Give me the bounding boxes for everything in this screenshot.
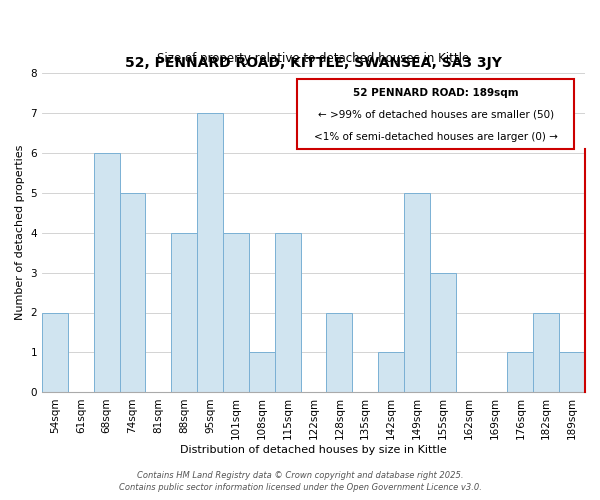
Bar <box>249 352 275 393</box>
Y-axis label: Number of detached properties: Number of detached properties <box>15 145 25 320</box>
Bar <box>119 192 145 392</box>
Text: Contains HM Land Registry data © Crown copyright and database right 2025.
Contai: Contains HM Land Registry data © Crown c… <box>119 471 481 492</box>
Bar <box>378 352 404 393</box>
Bar <box>42 312 68 392</box>
Text: Size of property relative to detached houses in Kittle: Size of property relative to detached ho… <box>157 52 470 64</box>
Bar <box>172 232 197 392</box>
Bar <box>197 112 223 392</box>
Title: 52, PENNARD ROAD, KITTLE, SWANSEA, SA3 3JY: 52, PENNARD ROAD, KITTLE, SWANSEA, SA3 3… <box>125 56 502 70</box>
Bar <box>94 152 119 392</box>
Text: <1% of semi-detached houses are larger (0) →: <1% of semi-detached houses are larger (… <box>314 132 557 141</box>
Bar <box>559 352 585 393</box>
Bar <box>223 232 249 392</box>
Bar <box>508 352 533 393</box>
Bar <box>533 312 559 392</box>
Bar <box>430 272 456 392</box>
Text: ← >99% of detached houses are smaller (50): ← >99% of detached houses are smaller (5… <box>317 109 554 119</box>
Bar <box>404 192 430 392</box>
Bar <box>326 312 352 392</box>
Text: 52 PENNARD ROAD: 189sqm: 52 PENNARD ROAD: 189sqm <box>353 88 518 98</box>
Bar <box>275 232 301 392</box>
X-axis label: Distribution of detached houses by size in Kittle: Distribution of detached houses by size … <box>180 445 447 455</box>
